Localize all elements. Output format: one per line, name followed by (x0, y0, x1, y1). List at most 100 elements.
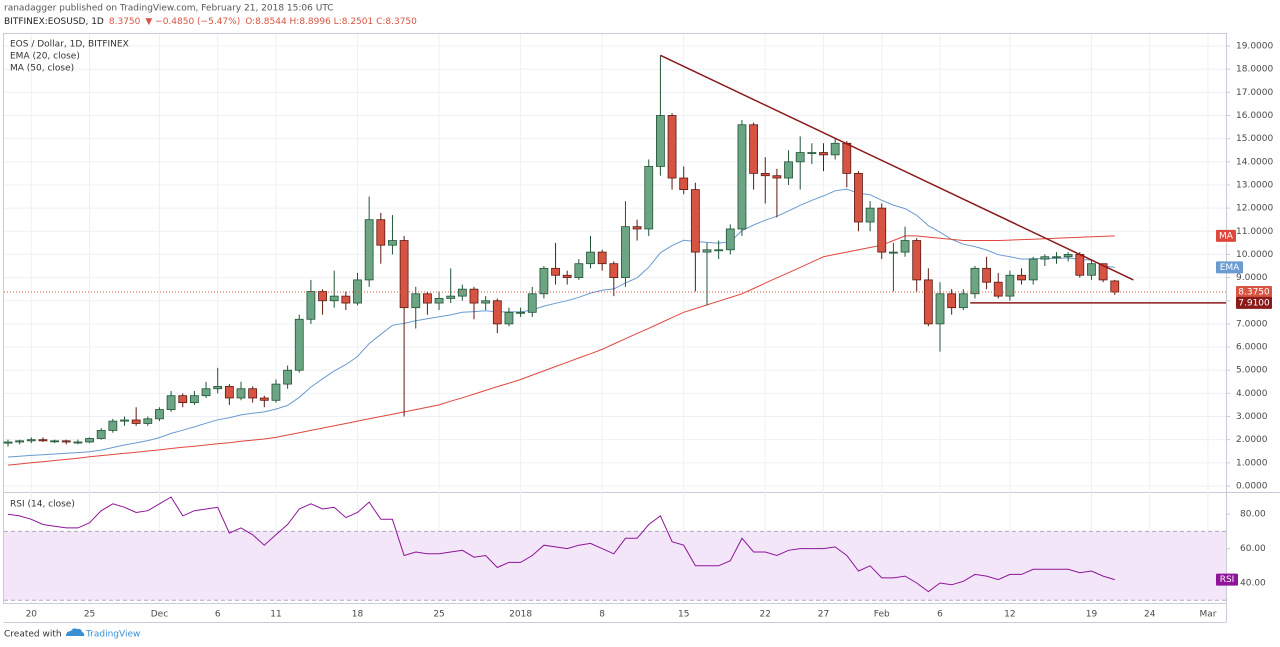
candle-body (819, 152, 828, 156)
candle-body (457, 288, 467, 297)
candle-body (947, 293, 957, 309)
x-tick-label: 19 (1086, 610, 1098, 620)
candle-body (842, 142, 852, 174)
candle-body (259, 397, 269, 401)
candle-body (318, 291, 327, 302)
candle-body (656, 115, 665, 167)
candle-body (865, 207, 875, 223)
candle-body (609, 263, 619, 278)
x-tick-label: 2018 (509, 610, 532, 620)
indicator-line (7, 188, 1115, 458)
trendline (660, 54, 1134, 281)
candle-body (760, 172, 770, 177)
rsi-legend: RSI (14, close) (10, 500, 75, 510)
candle-body (1052, 256, 1061, 259)
candle-body (341, 295, 351, 304)
y-tick-label: 40.00 (1240, 579, 1266, 589)
x-tick-label: 12 (1004, 610, 1015, 620)
series-badge: EMA (1220, 263, 1240, 273)
candle-body (679, 177, 689, 190)
candle-body (632, 226, 642, 230)
candle-body (96, 430, 106, 439)
x-tick-label: Dec (151, 610, 168, 620)
y-tick-label: 6.0000 (1236, 343, 1268, 353)
x-tick-label: 22 (760, 610, 771, 620)
candle-body (85, 438, 94, 443)
y-tick-label: 16.0000 (1236, 111, 1273, 121)
author-line: ranadagger published on TradingView.com,… (4, 4, 334, 14)
candle-body (364, 219, 374, 281)
candle-body (586, 251, 595, 265)
candle-body (481, 300, 491, 304)
footer-logo (66, 628, 85, 636)
candle-body (830, 142, 840, 156)
candle-body (516, 311, 525, 314)
x-tick-label: 20 (26, 610, 38, 620)
y-tick-label: 9.0000 (1236, 273, 1268, 283)
candle-body (143, 418, 153, 424)
candle-body (388, 240, 397, 246)
candle-body (294, 318, 304, 371)
candle-body (889, 251, 898, 254)
y-tick-label: 12.0000 (1236, 204, 1273, 214)
candle-body (248, 388, 258, 399)
y-tick-label: 80.00 (1240, 510, 1266, 520)
candle-body (574, 263, 584, 278)
change: ▼ −0.4850 (−5.47%) (145, 17, 240, 27)
y-tick-label: 13.0000 (1236, 180, 1273, 190)
candle-body (644, 166, 654, 230)
candle-body (900, 240, 910, 253)
candle-body (749, 124, 758, 174)
legend-entry: EMA (20, close) (10, 52, 80, 62)
candle-body (551, 267, 560, 276)
candle-body (3, 441, 13, 444)
series-badge-bg (1216, 229, 1236, 242)
candle-body (702, 249, 712, 253)
x-tick-label: 18 (352, 610, 364, 620)
y-tick-label: 4.0000 (1236, 389, 1268, 399)
candle-body (1017, 274, 1026, 281)
candle-body (189, 395, 199, 404)
candle-body (178, 395, 188, 404)
candle-body (935, 293, 945, 325)
candle-body (784, 161, 793, 179)
indicator-line (7, 235, 1115, 466)
candle-body (446, 295, 456, 299)
candle-body (621, 226, 630, 278)
candle-body (667, 115, 677, 179)
y-tick-label: 15.0000 (1236, 134, 1273, 144)
candle-body (1040, 256, 1050, 260)
candle-body (120, 419, 129, 422)
candle-body (912, 240, 922, 281)
candle-body (1028, 258, 1038, 281)
rsi-line (7, 496, 1115, 593)
candle-body (737, 124, 747, 230)
x-tick-label: 27 (818, 610, 829, 620)
candle-body (201, 388, 211, 397)
legend-entry: MA (50, close) (10, 64, 74, 74)
candle-body (329, 295, 339, 302)
candle-body (213, 386, 223, 390)
y-tick-label: 5.0000 (1236, 366, 1268, 376)
y-tick-label: 1.0000 (1236, 458, 1268, 468)
symbol: BITFINEX:EOSUSD, 1D (4, 17, 104, 27)
support-label: 7.9100 (1238, 298, 1270, 308)
candle-body (271, 383, 281, 401)
candle-body (376, 219, 386, 246)
candle-body (224, 386, 234, 399)
x-tick-label: 6 (215, 610, 221, 620)
candle-body (993, 281, 1003, 297)
candle-body (690, 189, 700, 253)
candle-body (1005, 274, 1015, 297)
x-tick-label: 25 (433, 610, 444, 620)
y-tick-label: 3.0000 (1236, 412, 1268, 422)
footer-brand: TradingView (85, 630, 140, 640)
y-tick-label: 17.0000 (1236, 88, 1273, 98)
candle-body (155, 409, 164, 420)
candle-body (923, 279, 933, 325)
candle-body (434, 298, 444, 304)
candle-body (108, 420, 118, 431)
support-label-bg (1236, 296, 1272, 309)
candle-body (469, 288, 479, 304)
